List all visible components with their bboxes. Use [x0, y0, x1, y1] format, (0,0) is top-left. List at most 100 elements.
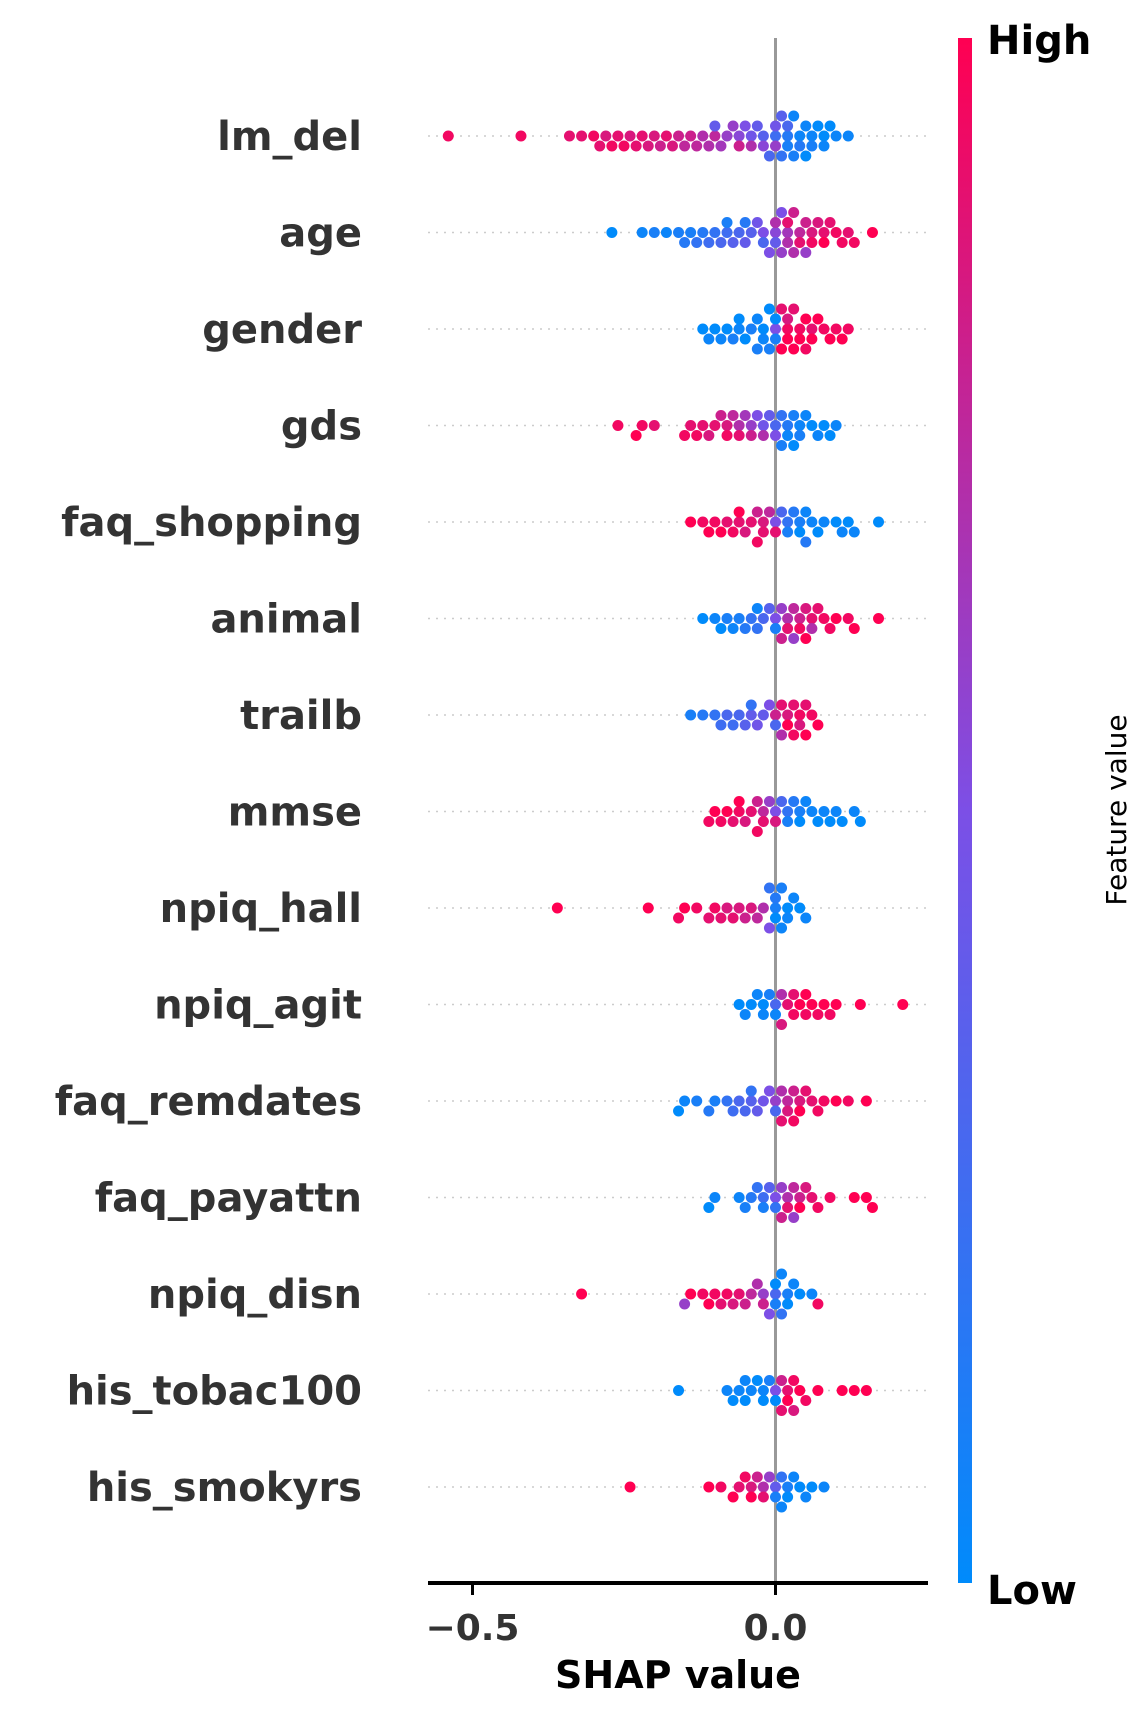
shap-point: [721, 516, 733, 528]
shap-point: [776, 796, 788, 807]
shap-point: [806, 140, 818, 152]
shap-point: [733, 227, 745, 238]
shap-point: [782, 1192, 794, 1203]
shap-point: [709, 130, 721, 142]
shap-point: [685, 516, 697, 528]
shap-point: [733, 613, 745, 624]
shap-point: [770, 1298, 781, 1310]
shap-point: [745, 130, 757, 142]
shap-point: [703, 526, 715, 538]
shap-point: [733, 796, 745, 807]
shap-point: [751, 989, 763, 1000]
shap-point: [727, 237, 739, 248]
shap-point: [788, 989, 800, 1000]
shap-point: [854, 999, 866, 1010]
shap-point: [806, 623, 818, 634]
shap-point: [794, 1192, 806, 1203]
shap-point: [770, 1202, 781, 1213]
shap-point: [751, 1375, 763, 1386]
shap-point: [782, 140, 794, 152]
shap-point: [624, 130, 636, 142]
shap-point: [788, 1182, 800, 1193]
shap-point: [751, 1471, 763, 1483]
shap-point: [770, 1491, 781, 1503]
shap-point: [763, 303, 775, 315]
shap-point: [703, 140, 715, 152]
shap-point: [679, 902, 691, 914]
shap-point: [763, 796, 775, 807]
feature-label: npiq_hall: [160, 886, 362, 932]
shap-point: [842, 323, 854, 335]
shap-point: [800, 699, 812, 711]
shap-point: [770, 227, 781, 238]
shap-point: [806, 323, 818, 335]
shap-point: [709, 1192, 721, 1203]
shap-point: [824, 623, 836, 634]
shap-point: [788, 110, 800, 122]
shap-point: [733, 1481, 745, 1493]
shap-point: [788, 1212, 800, 1223]
shap-point: [660, 130, 672, 142]
shap-point: [739, 217, 751, 228]
shap-point: [703, 1298, 715, 1310]
colorbar-high-label: High: [987, 18, 1091, 64]
shap-point: [757, 140, 769, 152]
shap-point: [751, 506, 763, 518]
shap-point: [715, 526, 727, 538]
shap-point: [854, 816, 866, 827]
shap-point: [709, 709, 721, 721]
shap-point: [648, 420, 660, 431]
shap-point: [703, 912, 715, 924]
shap-point: [751, 536, 763, 548]
shap-point: [806, 420, 818, 431]
shap-point: [642, 140, 654, 152]
shap-point: [824, 1009, 836, 1020]
shap-point: [763, 343, 775, 355]
shap-point: [782, 999, 794, 1010]
shap-point: [842, 613, 854, 624]
shap-point: [745, 613, 757, 624]
shap-point: [824, 120, 836, 132]
shap-point: [776, 1308, 788, 1320]
shap-point: [800, 536, 812, 548]
shap-point: [770, 1009, 781, 1020]
shap-point: [745, 140, 757, 152]
shap-point: [848, 237, 860, 248]
shap-point: [812, 603, 824, 614]
shap-point: [745, 227, 757, 238]
shap-point: [721, 323, 733, 335]
shap-point: [703, 430, 715, 441]
shap-point: [721, 806, 733, 817]
shap-point: [697, 420, 709, 431]
shap-point: [782, 912, 794, 924]
shap-point: [757, 526, 769, 538]
shap-point: [751, 912, 763, 924]
shap-point: [551, 902, 563, 914]
shap-point: [739, 1105, 751, 1117]
shap-point: [709, 902, 721, 914]
shap-point: [788, 150, 800, 162]
shap-point: [709, 516, 721, 528]
shap-point: [721, 1385, 733, 1396]
shap-point: [848, 526, 860, 538]
shap-point: [818, 516, 830, 528]
shap-point: [782, 313, 794, 325]
shap-point: [642, 902, 654, 914]
shap-point: [745, 1481, 757, 1493]
shap-point: [770, 333, 781, 345]
shap-point: [576, 1288, 588, 1300]
shap-point: [776, 150, 788, 162]
shap-point: [576, 130, 588, 142]
shap-point: [770, 902, 781, 914]
feature-label: animal: [210, 597, 362, 643]
shap-point: [709, 1288, 721, 1300]
colorbar-title: Feature value: [1100, 714, 1133, 905]
shap-point: [806, 1481, 818, 1493]
shap-point: [806, 709, 818, 721]
shap-point: [733, 506, 745, 518]
shap-point: [745, 806, 757, 817]
shap-point: [788, 796, 800, 807]
shap-point: [721, 709, 733, 721]
shap-point: [794, 1288, 806, 1300]
shap-point: [733, 1385, 745, 1396]
